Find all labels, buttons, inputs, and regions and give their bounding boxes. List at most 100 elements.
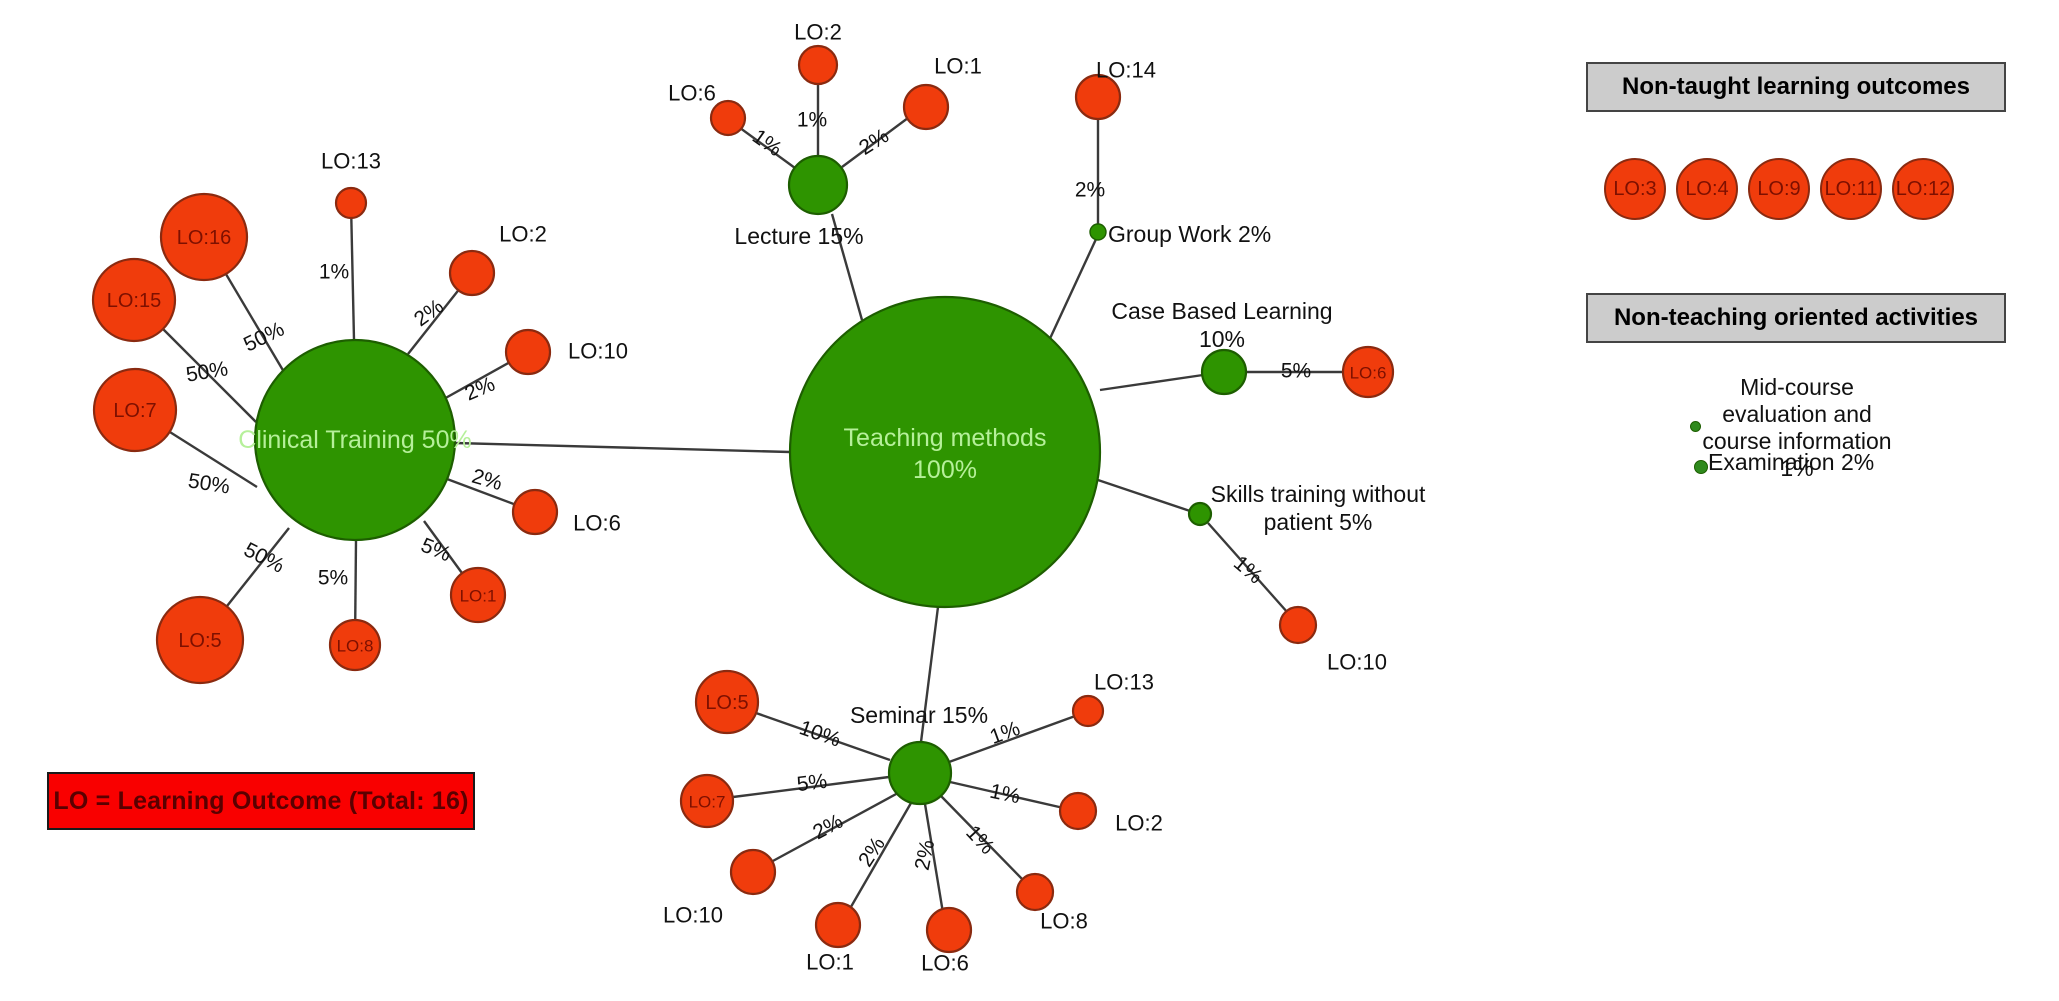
- node-sem-lo13[interactable]: [1071, 694, 1105, 728]
- clinical-training-cluster: Clinical Training 50% LO:16 50% LO:15 50…: [91, 149, 628, 685]
- activity-examination: Examination 2%: [1708, 449, 1958, 476]
- node-sem-lo5[interactable]: [694, 669, 760, 735]
- lo-chip-lo11[interactable]: LO:11: [1820, 158, 1882, 220]
- lo-chip-lo9[interactable]: LO:9: [1748, 158, 1810, 220]
- seminar-edges: [732, 711, 1079, 920]
- edge-ct-lo13-weight: 1%: [319, 261, 349, 284]
- node-cbl-label-line2: 10%: [1199, 326, 1245, 352]
- node-ct-lo6-label: LO:6: [573, 511, 621, 536]
- node-ct-lo5-label: LO:5: [178, 630, 221, 652]
- node-sk-lo10[interactable]: [1278, 605, 1318, 645]
- edge-ct-lo15-weight: 50%: [184, 357, 229, 386]
- node-ct-lo7-label: LO:7: [113, 400, 156, 422]
- node-sem-lo1[interactable]: [814, 901, 862, 949]
- node-ct-lo8[interactable]: [328, 618, 382, 672]
- edge-teaching-cbl: [1099, 373, 1204, 392]
- edge-ct-lo13: [349, 202, 356, 341]
- activity-mid-course-evaluation: Mid-course evaluation and course informa…: [1672, 374, 1922, 482]
- lo-chip-lo3[interactable]: LO:3: [1604, 158, 1666, 220]
- node-sem-lo1-label: LO:1: [806, 950, 854, 975]
- node-lec-lo2[interactable]: [797, 44, 839, 86]
- node-case-based-learning[interactable]: [1200, 348, 1248, 396]
- node-cbl-lo6[interactable]: [1341, 345, 1395, 399]
- node-gw-lo14[interactable]: [1074, 73, 1122, 121]
- node-ct-lo2[interactable]: [448, 249, 496, 297]
- panel-non-taught-title: Non-taught learning outcomes: [1622, 73, 1970, 100]
- node-ct-lo15[interactable]: [91, 257, 177, 343]
- node-ct-lo10[interactable]: [504, 328, 552, 376]
- node-cbl-label-line1: Case Based Learning: [1111, 298, 1332, 324]
- node-sem-lo7-label: LO:7: [689, 793, 726, 812]
- group-work-cluster: Group Work 2% LO:14 2%: [1075, 58, 1271, 248]
- node-ct-lo13-label: LO:13: [321, 149, 381, 174]
- node-sk-lo10-label: LO:10: [1327, 650, 1387, 675]
- edge-sem-lo13-weight: 1%: [987, 717, 1023, 749]
- node-teaching-methods[interactable]: [788, 295, 1102, 609]
- edge-sem-lo6: [923, 803, 946, 920]
- edge-teaching-seminar: [919, 606, 940, 743]
- lo-chip-lo4[interactable]: LO:4: [1676, 158, 1738, 220]
- node-ct-lo13[interactable]: [334, 186, 368, 220]
- panel-non-teaching-body: Mid-course evaluation and course informa…: [1586, 343, 2006, 553]
- node-ct-lo5[interactable]: [155, 595, 245, 685]
- panel-non-teaching-title: Non-teaching oriented activities: [1613, 304, 1979, 331]
- edge-sk-lo10: [1207, 522, 1289, 614]
- edge-sem-lo13: [948, 713, 1079, 764]
- edge-sem-lo10: [770, 791, 899, 864]
- lo-chip-lo11-label: LO:11: [1824, 177, 1878, 200]
- node-sem-lo8-label: LO:8: [1040, 909, 1088, 934]
- node-seminar-label: Seminar 15%: [850, 702, 988, 728]
- node-ct-lo7[interactable]: [92, 367, 178, 453]
- node-lec-lo1[interactable]: [902, 83, 950, 131]
- edge-sem-lo7-weight: 5%: [796, 770, 829, 797]
- edge-sem-lo1-weight: 2%: [854, 833, 890, 871]
- node-sem-lo2[interactable]: [1058, 791, 1098, 831]
- lo-chip-lo3-label: LO:3: [1613, 177, 1657, 200]
- node-sem-lo6-label: LO:6: [921, 951, 969, 976]
- node-clinical-training[interactable]: [253, 338, 457, 542]
- edge-sem-lo2: [949, 780, 1069, 811]
- node-ct-lo8-label: LO:8: [337, 637, 374, 656]
- activity-mid-course-line2: evaluation and: [1722, 401, 1872, 427]
- midcourse-bullet-icon: [1690, 421, 1701, 432]
- activity-mid-course-line4: 1%: [1780, 455, 1814, 481]
- node-ct-lo1[interactable]: [449, 566, 507, 624]
- edge-teaching-clinical: [454, 441, 791, 454]
- lo-chip-lo4-label: LO:4: [1685, 177, 1729, 200]
- node-sem-lo8[interactable]: [1015, 872, 1055, 912]
- edge-gw-lo14-weight: 2%: [1075, 179, 1105, 202]
- lo-chip-lo12[interactable]: LO:12: [1892, 158, 1954, 220]
- node-skills-label-line2: patient 5%: [1264, 509, 1373, 535]
- activity-mid-course-line1: Mid-course: [1740, 374, 1854, 400]
- satellite-edges: [1096, 118, 1346, 614]
- node-ct-lo6[interactable]: [511, 488, 559, 536]
- node-clinical-training-label: Clinical Training 50%: [238, 426, 471, 454]
- case-based-learning-cluster: Case Based Learning 10% LO:6 5%: [1111, 298, 1395, 399]
- skills-training-cluster: Skills training without patient 5% LO:10…: [1187, 481, 1426, 675]
- seminar-cluster: Seminar 15% LO:5 10% LO:7 5% LO:10 2% LO…: [663, 670, 1163, 976]
- node-sem-lo7[interactable]: [679, 773, 735, 829]
- edge-sem-lo5-weight: 10%: [796, 716, 843, 751]
- node-ct-lo2-label: LO:2: [499, 222, 547, 247]
- edge-ct-lo1-weight: 5%: [418, 534, 455, 567]
- activity-examination-label: Examination 2%: [1708, 449, 1875, 475]
- node-group-work[interactable]: [1089, 223, 1107, 241]
- node-lec-lo1-label: LO:1: [934, 54, 982, 79]
- node-sem-lo6[interactable]: [925, 906, 973, 954]
- node-lec-lo6[interactable]: [709, 99, 747, 137]
- node-ct-lo16[interactable]: [159, 192, 249, 282]
- edge-lec-lo6: [735, 124, 796, 169]
- node-teaching-methods-label-line2: 100%: [913, 456, 977, 484]
- node-lecture[interactable]: [787, 154, 849, 216]
- edge-sem-lo2-weight: 1%: [988, 780, 1022, 809]
- node-teaching-methods-label-line1: Teaching methods: [844, 424, 1047, 452]
- node-sem-lo10[interactable]: [729, 848, 777, 896]
- examination-bullet-icon: [1694, 460, 1708, 474]
- edge-ct-lo10-weight: 2%: [462, 372, 499, 405]
- node-lec-lo6-label: LO:6: [668, 81, 716, 106]
- panel-non-taught-learning-outcomes: Non-taught learning outcomes LO:3 LO:4 L…: [1586, 62, 2006, 232]
- node-seminar[interactable]: [887, 740, 953, 806]
- lo-chip-lo12-label: LO:12: [1895, 177, 1951, 200]
- node-skills-training[interactable]: [1187, 501, 1213, 527]
- node-sem-lo10-label: LO:10: [663, 903, 723, 928]
